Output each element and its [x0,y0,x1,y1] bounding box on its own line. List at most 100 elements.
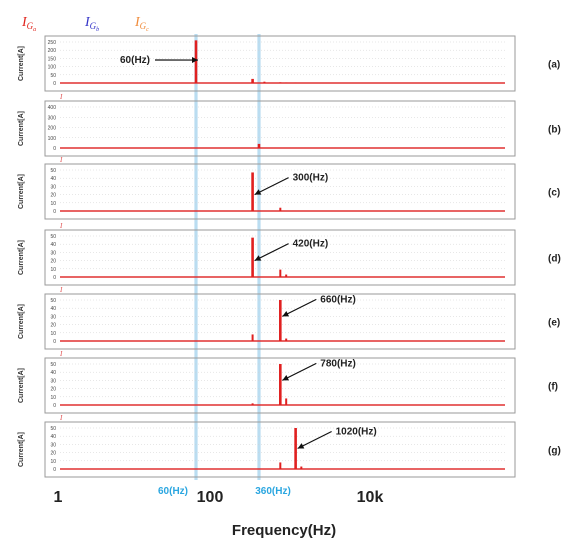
y-tick-label: 20 [50,387,56,393]
x-axis-title: Frequency(Hz) [232,522,336,539]
y-tick-label: 50 [50,168,56,174]
legend-entry-b: IGb [84,15,99,33]
panel-sublabel: I [59,156,63,164]
legend-entry-a: IGa [21,15,36,33]
y-tick-label: 0 [53,403,56,409]
panel-f: 50 40 30 20 10 0 Current[A] (f) 780(Hz) I [18,350,558,414]
legend: IGa IGb IGc [21,15,149,33]
y-tick-label: 50 [50,234,56,240]
panel-sublabel: I [59,414,63,422]
panel-label: (e) [548,318,560,329]
y-tick-label: 100 [48,65,57,71]
panel-label: (f) [548,382,558,393]
annotation-arrowhead [282,311,290,317]
y-tick-label: 30 [50,442,56,448]
panel-frame [44,421,516,478]
panel-frame [44,357,516,414]
y-axis-title: Current[A] [18,240,25,275]
annotation-label: 300(Hz) [293,173,329,184]
y-tick-label: 0 [53,275,56,281]
highlight-label-360hz: 360(Hz) [255,486,291,497]
x-tick-label-100: 100 [197,489,224,506]
panel-frame [44,100,516,157]
x-tick-label-10k: 10k [357,489,384,506]
y-tick-label: 0 [53,81,56,87]
y-tick-label: 20 [50,193,56,199]
bar-780hz [285,338,288,341]
y-tick-label: 400 [48,105,57,111]
x-axis: 1 100 10k 60(Hz) 360(Hz) Frequency(Hz) [54,486,384,539]
bar-300hz [251,403,254,405]
bar-300hz [251,334,254,341]
panel-sublabel: I [59,286,63,294]
bar-420hz [263,81,266,83]
annotation-arrow [254,177,289,196]
panel-sublabel: I [59,350,63,358]
bar-360hz [257,143,261,148]
panel-frame [44,293,516,350]
y-tick-label: 10 [50,395,56,401]
y-tick-label: 30 [50,378,56,384]
y-tick-label: 40 [50,306,56,312]
bar-780hz [285,274,288,277]
y-tick-label: 40 [50,434,56,440]
annotation-label: 1020(Hz) [336,427,377,438]
panel-sublabel: I [59,93,63,101]
panel-label: (g) [548,446,561,457]
annotation-arrow [282,298,317,317]
y-tick-label: 40 [50,370,56,376]
bar-660hz [279,364,282,405]
annotation-arrowhead [297,443,305,449]
y-tick-label: 0 [53,209,56,215]
bar-300hz [251,172,254,211]
y-tick-label: 10 [50,459,56,465]
y-tick-label: 10 [50,331,56,337]
y-tick-label: 30 [50,250,56,256]
bar-300hz [251,78,254,83]
annotation-arrow [297,430,332,450]
annotation-label: 420(Hz) [293,239,329,250]
legend-entry-c: IGc [134,15,149,33]
bar-660hz [279,207,282,211]
y-tick-label: 0 [53,467,56,473]
y-tick-label: 150 [48,56,57,62]
panel-d: 50 40 30 20 10 0 Current[A] (d) 420(Hz) I [18,222,561,286]
bar-660hz [279,300,282,341]
bar-660hz [279,269,282,277]
y-axis-title: Current[A] [18,174,25,209]
y-tick-label: 20 [50,259,56,265]
y-tick-label: 0 [53,146,56,152]
panel-frame [44,163,516,220]
panel-label: (b) [548,125,561,136]
y-axis-title: Current[A] [18,111,25,146]
y-tick-label: 200 [48,48,57,54]
y-tick-label: 20 [50,451,56,457]
panel-frame [44,35,516,92]
panel-label: (a) [548,60,560,71]
annotation-arrowhead [254,189,262,195]
bar-1020hz [294,428,297,469]
bar-1200hz [300,466,303,469]
panel-sublabel: I [59,222,63,230]
panel-g: 50 40 30 20 10 0 Current[A] (g) 1020(Hz) I [18,414,561,478]
bar-660hz [279,462,282,469]
panel-c: 50 40 30 20 10 0 Current[A] (c) 300(Hz) I [18,156,560,220]
highlight-band-60hz [194,34,198,480]
annotation-label: 660(Hz) [320,294,356,305]
y-tick-label: 50 [50,426,56,432]
y-tick-label: 30 [50,184,56,190]
y-tick-label: 40 [50,176,56,182]
y-tick-label: 50 [50,298,56,304]
bar-60hz [194,40,198,83]
annotation-arrowhead [254,255,262,261]
annotation-label: 60(Hz) [120,55,150,66]
annotation-arrow [282,362,317,381]
panel-label: (d) [548,254,561,265]
y-axis-title: Current[A] [18,46,25,81]
y-tick-label: 50 [50,362,56,368]
panel-a: 250 200 150 100 50 0 Current[A] (a) 60(Hz) [18,35,560,92]
y-tick-label: 40 [50,242,56,248]
y-tick-label: 50 [50,73,56,79]
